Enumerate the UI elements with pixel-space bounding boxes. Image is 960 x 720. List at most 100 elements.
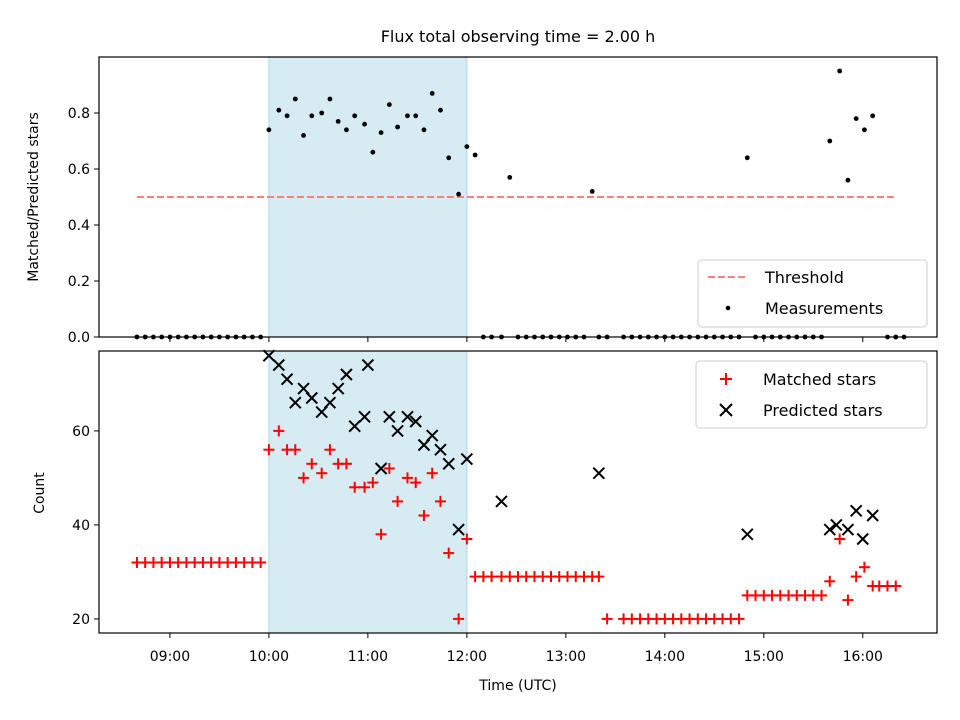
predicted-star-point xyxy=(383,410,396,424)
x-axis-label: Time (UTC) xyxy=(478,678,556,694)
matched-star-point xyxy=(426,467,438,479)
measurement-point xyxy=(276,107,282,113)
measurement-point xyxy=(284,113,290,119)
predicted-legend-label: Predicted stars xyxy=(763,401,883,420)
measurement-point xyxy=(472,152,478,158)
x-tick-label: 16:00 xyxy=(843,649,883,665)
predicted-star-point xyxy=(361,358,375,372)
x-tick-label: 13:00 xyxy=(546,649,586,665)
matched-star-point xyxy=(306,458,318,470)
measurement-point xyxy=(744,155,750,161)
measurement-point xyxy=(464,144,470,150)
predicted-star-point xyxy=(272,358,286,372)
top-marks xyxy=(134,68,907,340)
measurement-point xyxy=(870,113,876,119)
matched-star-point xyxy=(316,467,328,479)
bottom-highlight-span xyxy=(268,350,468,634)
measurement-point xyxy=(327,96,333,102)
matched-star-point xyxy=(349,481,361,493)
predicted-star-point xyxy=(374,462,388,475)
measurement-point xyxy=(421,127,427,133)
top-x-ticks xyxy=(169,337,864,342)
measurement-point xyxy=(386,102,392,107)
top-legend-box xyxy=(697,259,928,328)
measurement-point xyxy=(395,124,400,130)
y-tick-label: 60 xyxy=(72,424,90,440)
matched-star-point xyxy=(298,472,310,484)
top-axes-frame xyxy=(98,56,938,338)
bottom-axes-frame xyxy=(98,350,938,634)
measurement-point xyxy=(845,177,851,183)
chart-title: Flux total observing time = 2.00 h xyxy=(381,27,656,46)
measurement-point xyxy=(589,189,595,194)
predicted-star-point xyxy=(289,396,302,409)
y-tick-label: 0.2 xyxy=(68,274,90,290)
top-legend: Threshold Measurements xyxy=(697,259,928,328)
measurement-point xyxy=(853,116,859,121)
predicted-star-point xyxy=(460,452,474,466)
measurement-point xyxy=(456,191,462,197)
matched-star-point xyxy=(263,444,275,456)
matched-star-point xyxy=(816,589,828,601)
x-tick-label: 15:00 xyxy=(744,649,784,665)
predicted-star-point xyxy=(741,528,754,541)
measurement-point xyxy=(827,138,833,144)
x-tick-label: 12:00 xyxy=(447,649,487,665)
measurement-point xyxy=(446,155,452,161)
measurement-point xyxy=(292,96,298,102)
matched-star-point xyxy=(434,495,446,507)
predicted-star-point xyxy=(442,457,455,471)
predicted-star-point xyxy=(340,368,353,381)
matched-star-point xyxy=(289,444,301,456)
matched-star-point xyxy=(392,495,404,507)
matched-star-point xyxy=(273,425,285,437)
predicted-star-point xyxy=(434,443,447,456)
predicted-star-point xyxy=(262,349,276,362)
predicted-star-point xyxy=(280,372,294,386)
y-tick-label: 40 xyxy=(72,518,90,534)
top-y-ticks: 0.0 0.2 0.4 0.6 0.8 xyxy=(68,106,99,346)
y-tick-label: 20 xyxy=(72,612,90,628)
bottom-x-ticks: 09:00 10:00 11:00 12:00 13:00 14:00 15:00 16:00 xyxy=(150,633,883,665)
bottom-y-ticks: 20 40 60 xyxy=(72,424,99,628)
predicted-star-point xyxy=(323,396,337,409)
measurement-point xyxy=(413,113,419,119)
measurement-point xyxy=(378,130,384,136)
y-tick-label: 0.4 xyxy=(68,218,90,234)
matched-star-point xyxy=(824,575,836,587)
y-tick-label: 0.8 xyxy=(68,106,90,122)
matched-star-point xyxy=(340,458,352,470)
predicted-star-point xyxy=(830,518,843,532)
matched-star-point xyxy=(443,547,455,559)
bottom-panel: 20 40 60 09:00 10:00 11:00 12:00 13:00 14:00 15:… xyxy=(32,349,938,694)
measurement-point xyxy=(370,149,376,155)
measurement-point xyxy=(429,91,435,96)
matched-star-point xyxy=(601,613,613,625)
predicted-star-point xyxy=(426,429,439,442)
measurement-point xyxy=(352,113,358,119)
measurement-point xyxy=(507,175,513,180)
x-tick-label: 11:00 xyxy=(348,649,388,665)
x-tick-label: 10:00 xyxy=(249,649,289,665)
measurement-point xyxy=(266,127,272,133)
predicted-star-point xyxy=(866,509,879,522)
matched-legend-swatch xyxy=(720,373,732,385)
measurement-point xyxy=(335,119,341,124)
predicted-star-point xyxy=(409,415,422,428)
measurement-point xyxy=(438,107,443,113)
measurement-point xyxy=(405,113,410,119)
measurements-legend-label: Measurements xyxy=(765,299,883,318)
matched-legend-label: Matched stars xyxy=(763,370,876,389)
predicted-star-point xyxy=(856,532,869,546)
matched-star-point xyxy=(858,561,870,573)
predicted-star-point xyxy=(391,424,404,438)
top-y-axis-label: Matched/Predicted stars xyxy=(26,112,42,282)
measurement-point xyxy=(309,113,315,119)
matched-star-point xyxy=(401,472,413,484)
measurement-point xyxy=(362,121,367,127)
predicted-star-point xyxy=(823,523,836,536)
matched-star-point xyxy=(367,477,379,489)
matched-star-point xyxy=(890,580,902,592)
matched-star-point xyxy=(324,444,336,456)
